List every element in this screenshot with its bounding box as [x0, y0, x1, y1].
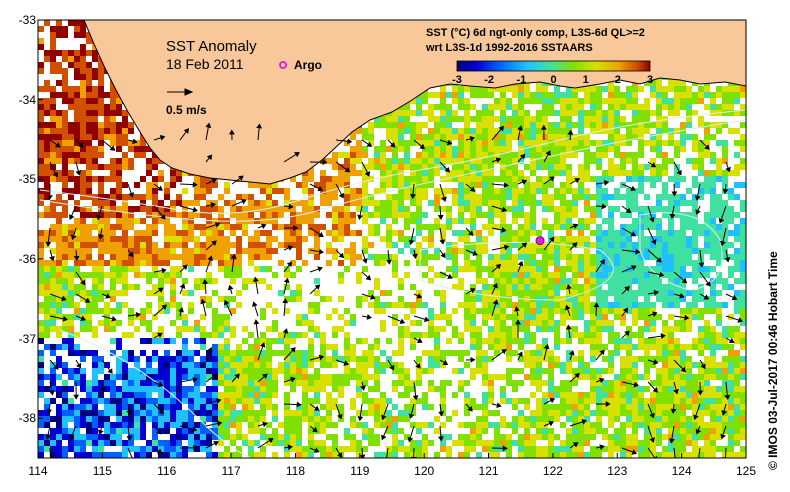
climatology-description: wrt L3S-1d 1992-2016 SSTAARS — [426, 42, 593, 54]
y-tick-label: -33 — [18, 13, 36, 27]
x-tick-label: 117 — [221, 464, 241, 478]
credit-text: IMOS 03-Jul-2017 00:46 Hobart Time — [766, 251, 780, 458]
colorbar-tick-label: -3 — [452, 74, 462, 86]
colorbar-tick-label: 2 — [614, 74, 621, 86]
argo-float-point — [535, 236, 545, 246]
argo-float-marker — [535, 236, 545, 246]
y-tick-label: -35 — [18, 172, 36, 187]
copyright-symbol: © — [766, 461, 780, 470]
argo-legend-marker — [279, 61, 287, 69]
colorbar-tick-label: 1 — [582, 74, 589, 86]
vector-scale-label: 0.5 m/s — [166, 103, 207, 117]
argo-legend-label: Argo — [294, 58, 322, 72]
x-tick-label: 123 — [607, 464, 628, 478]
x-tick-label: 118 — [285, 464, 306, 478]
x-axis-tick-marks — [37, 453, 747, 458]
y-tick-label: -34 — [18, 92, 36, 107]
y-tick-label: -37 — [18, 331, 36, 346]
surface-current-vectors — [45, 122, 744, 458]
x-tick-label: 115 — [92, 464, 112, 478]
x-tick-label: 121 — [478, 464, 499, 478]
x-tick-label: 122 — [542, 464, 563, 478]
colorbar — [456, 60, 651, 72]
map-date: 18 Feb 2011 — [166, 56, 244, 72]
product-description: SST (°C) 6d ngt-only comp, L3S-6d QL>=2 — [426, 27, 645, 39]
plot-frame — [37, 19, 747, 459]
y-tick-label: -36 — [18, 251, 36, 266]
y-axis-tick-marks — [38, 19, 43, 419]
map-title: SST Anomaly — [166, 38, 257, 55]
x-tick-label: 114 — [28, 464, 48, 478]
colorbar-tick-label: -1 — [516, 74, 527, 86]
sst-contour-lines — [39, 109, 746, 458]
x-tick-label: 116 — [157, 464, 177, 478]
colorbar-tick-label: -2 — [484, 74, 495, 86]
x-tick-label: 125 — [735, 464, 757, 478]
credit-line: © IMOS 03-Jul-2017 00:46 Hobart Time — [766, 251, 780, 470]
x-tick-label: 119 — [350, 464, 370, 478]
x-tick-label: 120 — [414, 464, 435, 478]
vector-scale-arrow — [167, 88, 194, 96]
colorbar-tick-label: 0 — [550, 74, 557, 86]
colorbar-tick-label: 3 — [646, 74, 654, 86]
y-tick-label: -38 — [18, 411, 36, 426]
x-tick-label: 124 — [671, 464, 692, 478]
